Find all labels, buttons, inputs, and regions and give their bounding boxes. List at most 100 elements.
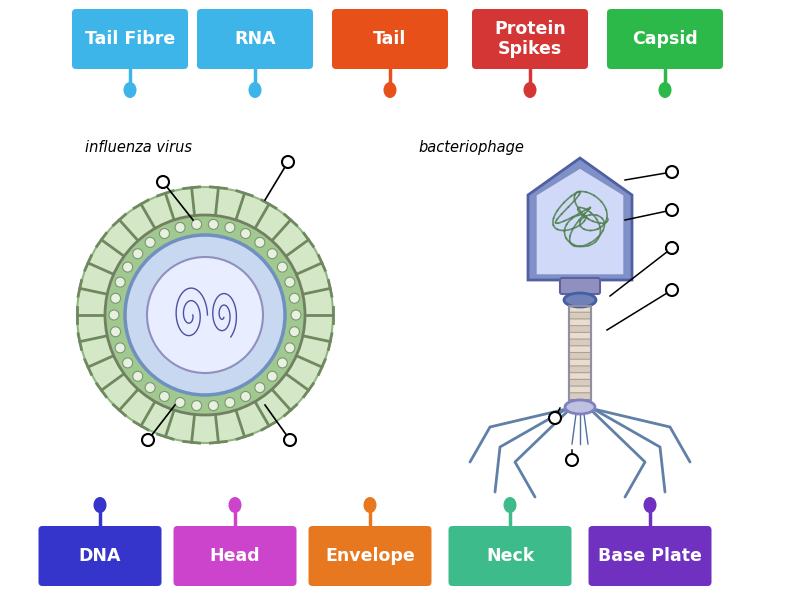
FancyBboxPatch shape [38,526,162,586]
FancyBboxPatch shape [569,312,591,319]
Circle shape [290,293,299,303]
Circle shape [159,229,170,239]
Circle shape [278,358,287,368]
Circle shape [241,229,250,239]
FancyBboxPatch shape [569,373,591,380]
Circle shape [255,383,265,392]
Circle shape [105,215,305,415]
Circle shape [77,187,333,443]
Circle shape [255,238,265,247]
Text: RNA: RNA [234,30,276,48]
Circle shape [175,223,185,232]
Circle shape [225,223,235,232]
Circle shape [122,262,133,272]
Text: Protein
Spikes: Protein Spikes [494,20,566,58]
FancyBboxPatch shape [569,346,591,353]
Ellipse shape [523,82,537,98]
Circle shape [566,454,578,466]
Circle shape [110,293,121,303]
Polygon shape [536,168,624,275]
FancyBboxPatch shape [569,332,591,340]
FancyBboxPatch shape [472,9,588,69]
Circle shape [115,343,125,353]
Circle shape [109,310,119,320]
FancyBboxPatch shape [569,393,591,400]
Circle shape [278,262,287,272]
Circle shape [145,238,155,247]
FancyBboxPatch shape [589,526,711,586]
Text: Envelope: Envelope [325,547,415,565]
FancyBboxPatch shape [569,305,591,313]
FancyBboxPatch shape [449,526,571,586]
Circle shape [145,383,155,392]
FancyBboxPatch shape [569,326,591,333]
Ellipse shape [123,82,137,98]
Circle shape [285,343,295,353]
Ellipse shape [363,497,377,513]
FancyBboxPatch shape [197,9,313,69]
Text: Tail: Tail [374,30,406,48]
Circle shape [175,398,185,407]
Ellipse shape [564,293,596,307]
Ellipse shape [643,497,657,513]
FancyBboxPatch shape [569,366,591,373]
Text: bacteriophage: bacteriophage [418,140,524,155]
Circle shape [267,371,278,382]
Ellipse shape [249,82,262,98]
Circle shape [122,358,133,368]
Circle shape [192,401,202,410]
Circle shape [133,248,142,259]
Circle shape [285,277,295,287]
Ellipse shape [565,400,595,414]
Circle shape [666,166,678,178]
Text: Capsid: Capsid [632,30,698,48]
Circle shape [282,156,294,168]
Text: Head: Head [210,547,260,565]
Circle shape [110,327,121,337]
FancyBboxPatch shape [332,9,448,69]
Circle shape [157,176,169,188]
Text: Neck: Neck [486,547,534,565]
Circle shape [284,434,296,446]
Ellipse shape [658,82,671,98]
Ellipse shape [503,497,517,513]
Text: Base Plate: Base Plate [598,547,702,565]
Bar [569,306,591,400]
FancyBboxPatch shape [569,359,591,367]
Ellipse shape [94,497,106,513]
Circle shape [549,412,561,424]
FancyBboxPatch shape [569,339,591,346]
FancyBboxPatch shape [569,379,591,386]
Circle shape [291,310,301,320]
Circle shape [666,242,678,254]
Text: influenza virus: influenza virus [85,140,192,155]
Circle shape [147,257,263,373]
Circle shape [115,277,125,287]
Circle shape [208,401,218,410]
Circle shape [133,371,142,382]
FancyBboxPatch shape [569,319,591,326]
FancyBboxPatch shape [569,386,591,393]
FancyBboxPatch shape [309,526,431,586]
Circle shape [666,284,678,296]
FancyBboxPatch shape [72,9,188,69]
Ellipse shape [229,497,242,513]
Circle shape [142,434,154,446]
Text: DNA: DNA [78,547,122,565]
FancyBboxPatch shape [607,9,723,69]
Ellipse shape [383,82,397,98]
Text: Tail Fibre: Tail Fibre [85,30,175,48]
Circle shape [159,391,170,401]
Circle shape [267,248,278,259]
FancyBboxPatch shape [174,526,297,586]
Circle shape [225,398,235,407]
Polygon shape [528,158,632,280]
Circle shape [192,220,202,229]
Circle shape [290,327,299,337]
Circle shape [125,235,285,395]
FancyBboxPatch shape [569,352,591,360]
Circle shape [208,220,218,229]
Circle shape [666,204,678,216]
FancyBboxPatch shape [560,278,600,294]
Circle shape [241,391,250,401]
